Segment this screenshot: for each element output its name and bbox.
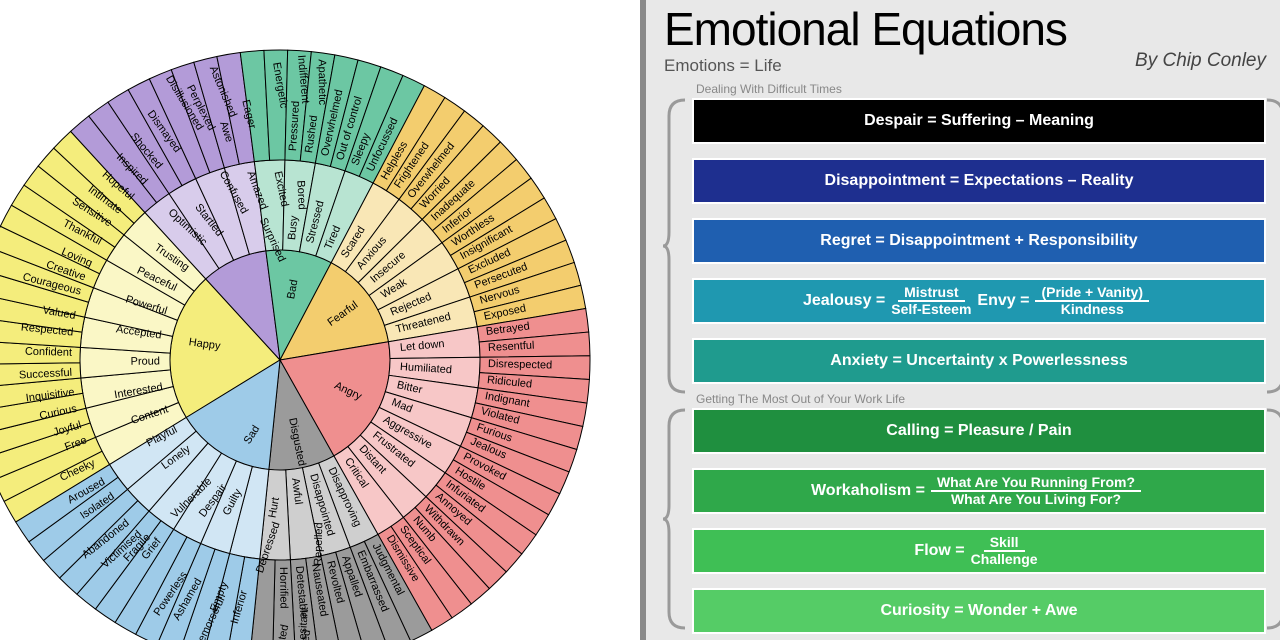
equation-bar: Disappointment = Expectations – Reality xyxy=(692,158,1266,204)
equations-subtitle: Emotions = Life xyxy=(664,56,782,76)
equation-bar: Workaholism = What Are You Running From?… xyxy=(692,468,1266,514)
section-label: Dealing With Difficult Times xyxy=(696,82,842,96)
equation-bar: Despair = Suffering – Meaning xyxy=(692,98,1266,144)
equation-bar: Regret = Disappointment + Responsibility xyxy=(692,218,1266,264)
equation-bar: Curiosity = Wonder + Awe xyxy=(692,588,1266,634)
section-label: Getting The Most Out of Your Work Life xyxy=(696,392,905,406)
equation-bar: Calling = Pleasure / Pain xyxy=(692,408,1266,454)
equation-bar: Anxiety = Uncertainty x Powerlessness xyxy=(692,338,1266,384)
equation-bar: Flow = SkillChallenge xyxy=(692,528,1266,574)
emotion-wheel-panel: HappyPlayfulContentInterestedProudAccept… xyxy=(0,0,640,640)
equations-panel: Emotional Equations Emotions = Life By C… xyxy=(640,0,1280,640)
equation-bar: Jealousy = MistrustSelf-Esteem Envy = (P… xyxy=(692,278,1266,324)
equations-author: By Chip Conley xyxy=(1135,50,1266,72)
brace-icon xyxy=(660,408,690,630)
brace-icon xyxy=(660,98,690,394)
equations-title: Emotional Equations xyxy=(664,2,1067,56)
emotion-wheel-svg xyxy=(0,0,640,640)
